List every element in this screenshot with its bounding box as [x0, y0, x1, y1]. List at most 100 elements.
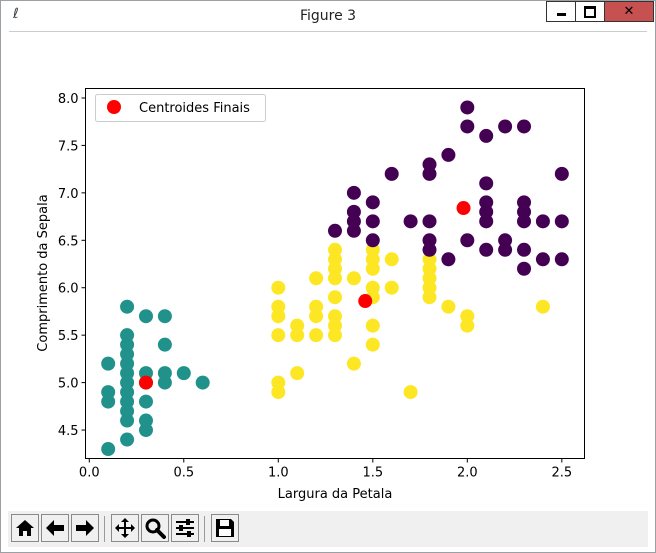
arrow-left-icon [46, 520, 64, 536]
y-tick-label: 5.0 [58, 377, 79, 392]
x-axis-label: Largura da Petala [278, 487, 393, 502]
configure-subplots-button[interactable] [171, 514, 199, 542]
scatter-marks [101, 100, 569, 457]
scatter-point [157, 309, 172, 324]
scatter-point [365, 233, 380, 248]
scatter-point [460, 309, 475, 324]
scatter-point [403, 214, 418, 229]
scatter-point [498, 233, 513, 248]
scatter-point [365, 318, 380, 333]
y-tick-label: 6.5 [58, 234, 79, 249]
scatter-point [328, 271, 342, 286]
y-tick-label: 7.0 [58, 187, 79, 202]
centroid-point [358, 294, 373, 309]
scatter-point [101, 356, 116, 371]
scatter-point [346, 271, 361, 286]
scatter-point [517, 261, 532, 276]
scatter-point [101, 385, 116, 400]
scatter-point [365, 214, 380, 229]
plot-frame [85, 88, 585, 459]
title-bar: ℓ Figure 3 ✕ [1, 1, 655, 31]
close-button[interactable]: ✕ [604, 1, 654, 22]
centroid-point [456, 201, 471, 216]
zoom-button[interactable] [141, 514, 169, 542]
y-tick-label: 7.5 [58, 139, 79, 154]
x-tick-label: 1.5 [362, 466, 383, 481]
scatter-point [384, 166, 399, 181]
magnifier-icon [145, 518, 166, 539]
forward-button[interactable] [71, 514, 99, 542]
scatter-point [554, 166, 569, 181]
back-button[interactable] [41, 514, 69, 542]
scatter-point [346, 204, 361, 219]
scatter-point [535, 299, 550, 314]
home-icon [16, 520, 34, 536]
window-title: Figure 3 [299, 8, 357, 24]
scatter-point [365, 195, 380, 210]
move-icon [115, 518, 135, 538]
scatter-point [441, 252, 456, 267]
minimize-icon [556, 13, 566, 16]
scatter-point [138, 394, 153, 409]
scatter-point [138, 309, 153, 324]
scatter-point [479, 242, 494, 257]
scatter-point [441, 299, 456, 314]
home-button[interactable] [11, 514, 39, 542]
scatter-point [157, 366, 172, 381]
scatter-point [441, 147, 456, 162]
legend: Centroides Finais [95, 94, 266, 122]
scatter-point [517, 195, 532, 210]
scatter-point [384, 252, 399, 267]
scatter-point [554, 214, 569, 229]
scatter-point [328, 290, 342, 305]
scatter-point [535, 214, 550, 229]
scatter-point [535, 252, 550, 267]
sliders-icon [176, 519, 194, 537]
x-tick-label: 0.5 [173, 466, 194, 481]
scatter-point [365, 337, 380, 352]
x-tick-label: 2.5 [551, 466, 572, 481]
scatter-point [120, 432, 135, 447]
maximize-icon [584, 5, 596, 18]
scatter-point [328, 223, 342, 238]
scatter-point [517, 119, 532, 134]
y-axis-label: Comprimento da Sepala [36, 194, 51, 351]
scatter-point [328, 242, 342, 257]
toolbar-separator [204, 516, 205, 542]
scatter-point [460, 233, 475, 248]
centroid-point [138, 375, 153, 390]
scatter-point [346, 356, 361, 371]
legend-box [95, 94, 266, 122]
scatter-point [290, 366, 305, 381]
arrow-right-icon [76, 520, 94, 536]
scatter-point [271, 299, 286, 314]
scatter-point [309, 299, 324, 314]
scatter-point [271, 328, 286, 343]
scatter-point [346, 185, 361, 200]
legend-marker [107, 100, 121, 114]
floppy-icon [216, 519, 234, 537]
legend-label: Centroides Finais [139, 101, 250, 116]
x-tick-label: 1.0 [268, 466, 289, 481]
y-tick-label: 6.0 [58, 282, 79, 297]
scatter-point [157, 337, 172, 352]
scatter-point [384, 280, 399, 295]
scatter-point [422, 214, 437, 229]
navigation-toolbar [8, 511, 648, 547]
minimize-button[interactable] [546, 1, 576, 22]
scatter-point [271, 280, 286, 295]
scatter-point [422, 157, 437, 172]
window-controls: ✕ [546, 1, 654, 23]
feather-icon: ℓ [13, 6, 19, 22]
scatter-point [517, 242, 532, 257]
y-axis: 4.5 5.0 5.5 6.0 6.5 7.0 7.5 8.0 [58, 92, 86, 439]
toolbar-separator [104, 516, 105, 542]
scatter-point [271, 375, 286, 390]
pan-button[interactable] [111, 514, 139, 542]
scatter-point [309, 328, 324, 343]
scatter-point [309, 271, 324, 286]
scatter-point [479, 176, 494, 191]
save-button[interactable] [211, 514, 239, 542]
